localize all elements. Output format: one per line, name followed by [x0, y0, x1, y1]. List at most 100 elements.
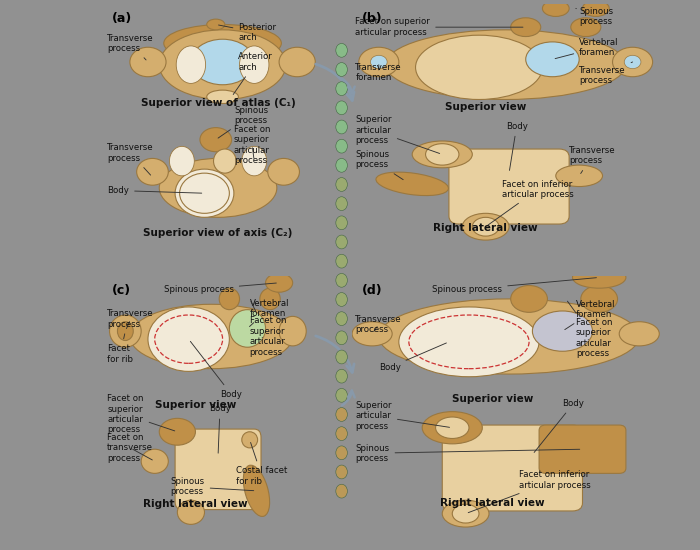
Text: Facet on
superior
articular
process: Facet on superior articular process: [107, 394, 175, 434]
Ellipse shape: [336, 388, 347, 402]
Text: Facet on
superior
articular
process: Facet on superior articular process: [234, 125, 270, 165]
Ellipse shape: [336, 350, 347, 364]
Text: Body: Body: [190, 342, 242, 399]
Text: (a): (a): [112, 13, 132, 25]
Ellipse shape: [279, 316, 306, 346]
Ellipse shape: [160, 30, 286, 100]
Text: Superior view: Superior view: [445, 102, 526, 112]
Ellipse shape: [336, 120, 347, 134]
Ellipse shape: [336, 331, 347, 345]
Ellipse shape: [412, 141, 472, 168]
Ellipse shape: [336, 139, 347, 153]
Ellipse shape: [180, 173, 230, 213]
Ellipse shape: [241, 146, 267, 176]
Ellipse shape: [336, 312, 347, 326]
Text: Transverse
process: Transverse process: [356, 315, 402, 334]
Text: Vertebral
foramen: Vertebral foramen: [555, 37, 619, 59]
Ellipse shape: [191, 39, 254, 85]
Text: Facet on
superior
articular
process: Facet on superior articular process: [568, 301, 612, 358]
Ellipse shape: [426, 144, 459, 165]
Text: Spinous
process: Spinous process: [576, 7, 613, 26]
Ellipse shape: [511, 18, 541, 36]
Text: Right lateral view: Right lateral view: [143, 499, 248, 509]
Text: Vertebral
foramen: Vertebral foramen: [249, 299, 289, 327]
Text: Facet on
transverse
process: Facet on transverse process: [107, 433, 153, 463]
Ellipse shape: [118, 322, 133, 340]
Ellipse shape: [214, 149, 236, 173]
Ellipse shape: [206, 90, 239, 103]
Text: Transverse
process: Transverse process: [107, 309, 154, 329]
Text: Vertebral
foramen: Vertebral foramen: [565, 300, 615, 329]
Ellipse shape: [148, 307, 230, 371]
Ellipse shape: [612, 47, 652, 76]
Ellipse shape: [399, 307, 539, 377]
Ellipse shape: [336, 82, 347, 96]
Ellipse shape: [219, 288, 239, 310]
Text: Transverse
process: Transverse process: [107, 34, 154, 60]
FancyBboxPatch shape: [175, 429, 261, 510]
Text: Transverse
process: Transverse process: [579, 62, 633, 85]
Ellipse shape: [442, 500, 489, 527]
Text: Spinous
process: Spinous process: [356, 443, 580, 463]
Ellipse shape: [542, 1, 569, 16]
Text: Spinous
process: Spinous process: [218, 106, 268, 138]
Text: Spinous process: Spinous process: [164, 283, 276, 294]
Ellipse shape: [265, 273, 293, 292]
Text: Body: Body: [379, 343, 447, 372]
Text: Body: Body: [534, 399, 584, 453]
Ellipse shape: [136, 158, 168, 185]
Text: Facet on
superior
articular
process: Facet on superior articular process: [250, 301, 286, 356]
Text: Superior view of atlas (C₁): Superior view of atlas (C₁): [141, 98, 295, 108]
Ellipse shape: [260, 288, 280, 310]
Text: Facet on inferior
articular process: Facet on inferior articular process: [468, 470, 591, 513]
Ellipse shape: [175, 169, 234, 217]
Ellipse shape: [244, 465, 270, 516]
Text: Body: Body: [209, 404, 231, 453]
Ellipse shape: [526, 42, 579, 76]
Text: Body: Body: [107, 186, 202, 195]
Ellipse shape: [336, 465, 347, 479]
FancyBboxPatch shape: [449, 149, 569, 224]
Ellipse shape: [176, 46, 206, 84]
Ellipse shape: [473, 217, 499, 236]
Ellipse shape: [241, 432, 258, 448]
Ellipse shape: [336, 197, 347, 211]
Ellipse shape: [160, 158, 276, 217]
Ellipse shape: [422, 411, 482, 444]
Text: Facet on superior
articular process: Facet on superior articular process: [356, 18, 523, 37]
Ellipse shape: [230, 310, 265, 347]
Text: Superior
articular
process: Superior articular process: [356, 116, 440, 153]
Text: (b): (b): [362, 13, 383, 25]
Ellipse shape: [359, 47, 399, 76]
Ellipse shape: [109, 315, 141, 347]
Ellipse shape: [141, 449, 168, 474]
Ellipse shape: [620, 322, 659, 346]
Text: Spinous process: Spinous process: [432, 278, 596, 294]
Ellipse shape: [336, 273, 347, 287]
Ellipse shape: [130, 304, 293, 368]
Ellipse shape: [268, 158, 300, 185]
Ellipse shape: [376, 172, 449, 196]
Text: Superior
articular
process: Superior articular process: [356, 401, 449, 431]
Ellipse shape: [336, 43, 347, 57]
Ellipse shape: [239, 46, 269, 84]
Ellipse shape: [336, 235, 347, 249]
Text: Superior view: Superior view: [452, 394, 533, 404]
Ellipse shape: [336, 408, 347, 421]
Text: (d): (d): [362, 284, 383, 297]
Ellipse shape: [379, 299, 639, 374]
Ellipse shape: [160, 419, 195, 445]
Ellipse shape: [352, 322, 392, 346]
Ellipse shape: [336, 369, 347, 383]
Text: Superior view: Superior view: [155, 399, 236, 410]
Text: Facet on inferior
articular process: Facet on inferior articular process: [488, 179, 574, 225]
Ellipse shape: [130, 47, 166, 76]
Ellipse shape: [624, 56, 641, 69]
Ellipse shape: [370, 56, 387, 69]
Ellipse shape: [570, 18, 601, 36]
Ellipse shape: [336, 293, 347, 306]
Ellipse shape: [177, 500, 204, 524]
Ellipse shape: [336, 446, 347, 460]
Ellipse shape: [582, 1, 609, 16]
Text: Transverse
process: Transverse process: [107, 144, 154, 175]
